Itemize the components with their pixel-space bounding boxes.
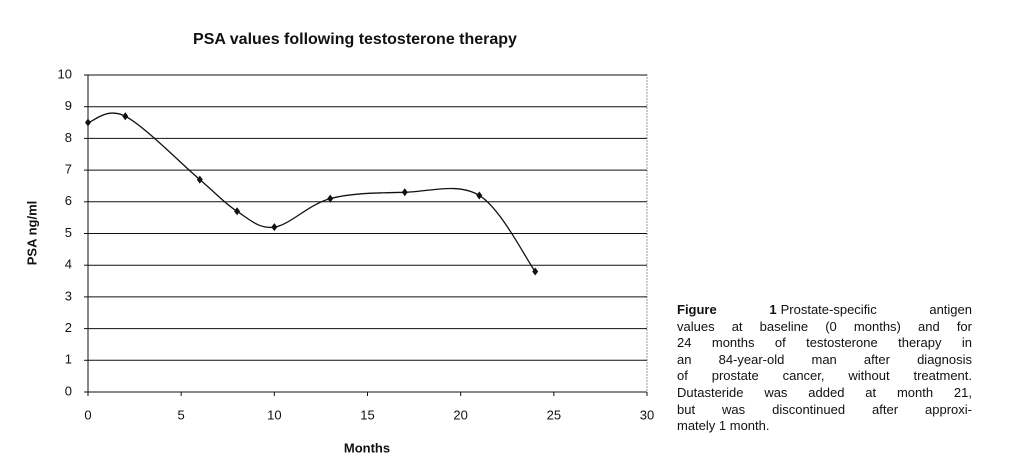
y-tick-label: 2 [65, 320, 72, 335]
y-tick-label: 7 [65, 162, 72, 177]
x-tick-label: 30 [640, 407, 654, 422]
caption-line: mately 1 month. [677, 418, 972, 435]
caption-line: of prostate cancer, without treatment. [677, 368, 972, 385]
x-tick-label: 0 [84, 407, 91, 422]
caption-text: 24 months of testosterone therapy in [677, 335, 972, 351]
marker [532, 267, 539, 276]
caption-label: Figure 1 [677, 302, 777, 317]
caption-line: Dutasteride was added at month 21, [677, 385, 972, 402]
caption-text: Dutasteride was added at month 21, [677, 384, 972, 400]
y-tick-label: 8 [65, 130, 72, 145]
marker [234, 207, 241, 216]
y-tick-label: 4 [65, 257, 72, 272]
caption-text: Prostate-specific antigen [780, 302, 972, 317]
caption: Figure 1 Prostate-specific antigen values … [677, 302, 972, 435]
caption-text: values at baseline (0 months) and for [677, 318, 972, 334]
y-tick-label: 6 [65, 193, 72, 208]
marker [85, 118, 91, 127]
caption-line: Figure 1 Prostate-specific antigen [677, 302, 972, 319]
x-axis-label: Months [344, 440, 390, 455]
y-tick-label: 9 [65, 98, 72, 113]
caption-line: but was discontinued after approxi- [677, 402, 972, 419]
y-axis-label: PSA ng/ml [24, 201, 39, 266]
y-tick-label: 1 [65, 352, 72, 367]
caption-line: 24 months of testosterone therapy in [677, 335, 972, 352]
x-tick-label: 25 [547, 407, 561, 422]
marker [196, 175, 203, 184]
marker [327, 194, 334, 203]
x-tick-label: 15 [360, 407, 374, 422]
marker [271, 223, 278, 232]
caption-text: mately 1 month. [677, 418, 770, 434]
marker [476, 191, 483, 200]
caption-text: an 84-year-old man after diagnosis [677, 351, 972, 367]
x-tick-label: 20 [453, 407, 467, 422]
x-tick-label: 10 [267, 407, 281, 422]
caption-line: an 84-year-old man after diagnosis [677, 352, 972, 369]
y-tick-label: 5 [65, 225, 72, 240]
y-tick-label: 3 [65, 288, 72, 303]
caption-text: but was discontinued after approxi- [677, 401, 972, 417]
y-tick-label: 0 [65, 383, 72, 398]
x-tick-label: 5 [178, 407, 185, 422]
marker [401, 188, 408, 197]
y-tick-label: 10 [58, 66, 72, 81]
line [87, 112, 536, 272]
caption-line: values at baseline (0 months) and for [677, 319, 972, 336]
caption-text: of prostate cancer, without treatment. [677, 368, 972, 384]
marker [122, 112, 129, 121]
chart-title: PSA values following testosterone therap… [193, 31, 517, 48]
